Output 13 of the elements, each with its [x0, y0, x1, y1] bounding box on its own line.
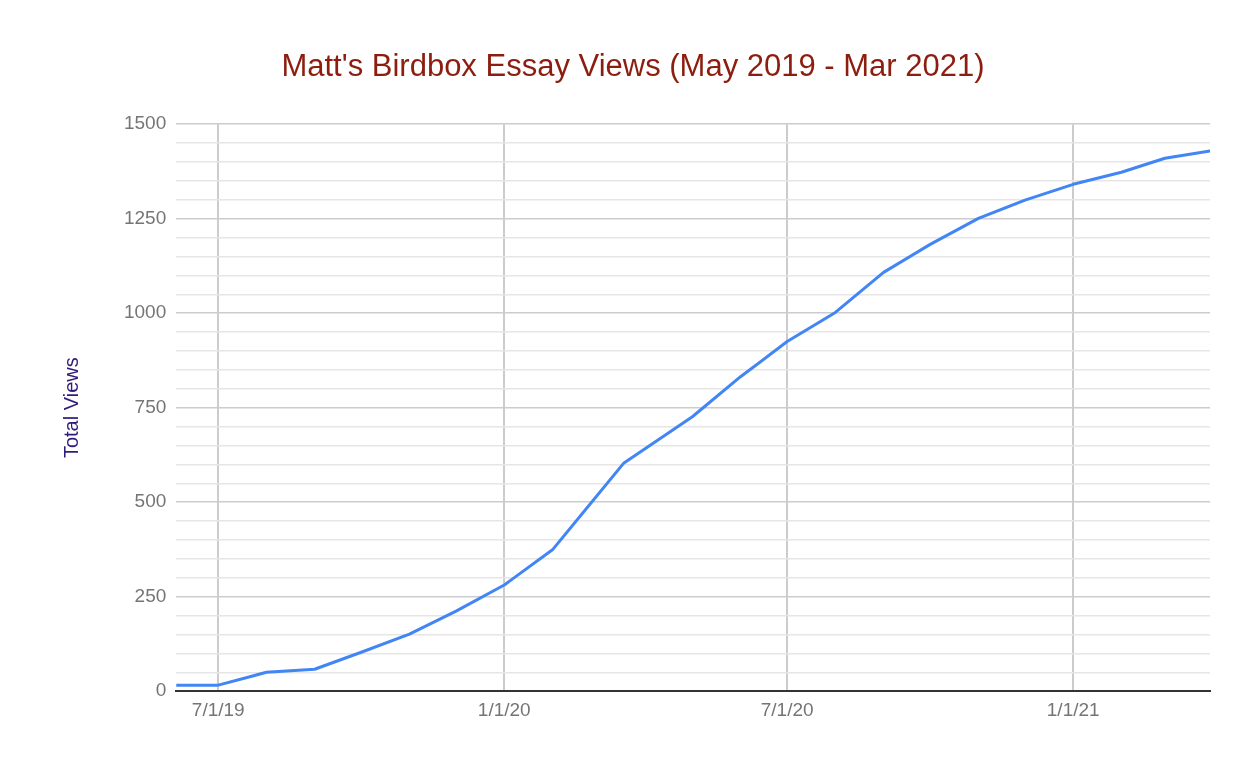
- y-tick-label: 1500: [123, 112, 167, 134]
- y-tick-label: 750: [134, 395, 167, 417]
- y-tick-label: 500: [134, 490, 167, 512]
- x-tick-label: 1/1/21: [1046, 698, 1100, 720]
- y-tick-label: 1250: [123, 206, 167, 228]
- x-tick-label: 1/1/20: [477, 698, 531, 720]
- x-tick-label: 7/1/19: [191, 698, 245, 720]
- y-tick-label: 1000: [123, 301, 167, 323]
- y-tick-label: 250: [134, 584, 167, 606]
- y-axis-title: Total Views: [59, 357, 82, 459]
- chart-title: Matt's Birdbox Essay Views (May 2019 - Mar 2021): [281, 48, 985, 84]
- x-tick-label: 7/1/20: [760, 698, 814, 720]
- y-tick-label: 0: [155, 679, 167, 701]
